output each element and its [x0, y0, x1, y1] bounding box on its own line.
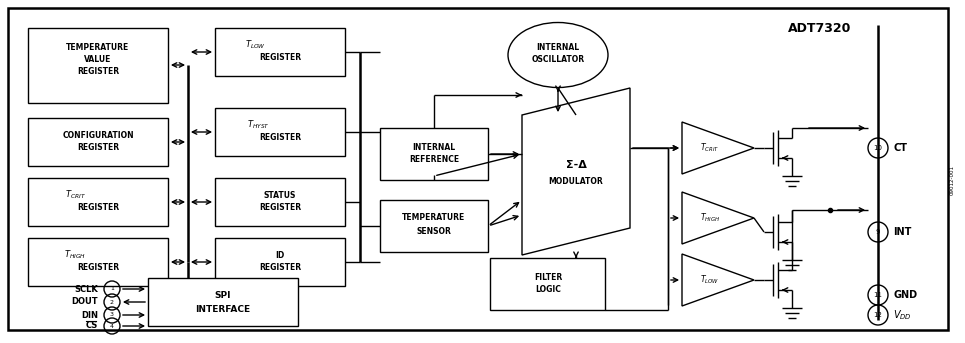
Bar	[215, 28, 345, 76]
Bar	[215, 238, 345, 286]
Text: 12: 12	[873, 312, 882, 318]
Ellipse shape	[508, 23, 608, 87]
Text: REGISTER: REGISTER	[77, 263, 119, 272]
Text: ADT7320: ADT7320	[788, 22, 852, 35]
Text: $V_{DD}$: $V_{DD}$	[893, 308, 912, 322]
Text: REGISTER: REGISTER	[259, 133, 301, 142]
Bar	[380, 200, 488, 252]
Text: $T_{HIGH}$: $T_{HIGH}$	[700, 212, 720, 224]
Bar	[28, 238, 168, 286]
Text: REGISTER: REGISTER	[77, 68, 119, 76]
Text: REGISTER: REGISTER	[259, 263, 301, 272]
Text: TEMPERATURE: TEMPERATURE	[67, 44, 129, 52]
Text: TEMPERATURE: TEMPERATURE	[402, 213, 466, 223]
Text: $T_{CRIT}$: $T_{CRIT}$	[65, 189, 86, 201]
Text: REGISTER: REGISTER	[77, 203, 119, 213]
Bar	[28, 28, 168, 103]
Text: 10: 10	[873, 145, 883, 151]
Text: REGISTER: REGISTER	[259, 54, 301, 62]
Polygon shape	[682, 192, 754, 244]
Text: VALUE: VALUE	[84, 56, 112, 64]
Text: CONFIGURATION: CONFIGURATION	[62, 131, 134, 141]
Text: $T_{HIGH}$: $T_{HIGH}$	[64, 249, 86, 261]
Text: INTERNAL: INTERNAL	[412, 142, 455, 152]
Text: REGISTER: REGISTER	[77, 143, 119, 153]
Text: SPI: SPI	[215, 292, 232, 300]
Bar	[215, 108, 345, 156]
Text: 09012-001: 09012-001	[950, 165, 954, 195]
Text: REFERENCE: REFERENCE	[409, 155, 459, 165]
Text: MODULATOR: MODULATOR	[549, 177, 603, 187]
Polygon shape	[682, 122, 754, 174]
Text: OSCILLATOR: OSCILLATOR	[532, 56, 585, 64]
Bar	[28, 118, 168, 166]
Text: STATUS: STATUS	[263, 190, 296, 200]
Text: $T_{LOW}$: $T_{LOW}$	[244, 39, 265, 51]
Text: 2: 2	[110, 299, 114, 305]
Text: INT: INT	[893, 227, 911, 237]
Text: $T_{LOW}$: $T_{LOW}$	[701, 274, 720, 286]
Bar	[215, 178, 345, 226]
Text: FILTER: FILTER	[534, 272, 563, 282]
Polygon shape	[682, 254, 754, 306]
Polygon shape	[522, 88, 630, 255]
Text: SCLK: SCLK	[74, 284, 98, 294]
Bar	[380, 128, 488, 180]
Text: CT: CT	[893, 143, 907, 153]
Text: ID: ID	[275, 250, 285, 260]
Bar	[28, 178, 168, 226]
Text: 9: 9	[876, 229, 880, 235]
Bar	[490, 258, 605, 310]
Text: REGISTER: REGISTER	[259, 203, 301, 213]
Text: LOGIC: LOGIC	[535, 285, 561, 295]
Text: Σ-Δ: Σ-Δ	[565, 160, 587, 170]
Text: $T_{CRIT}$: $T_{CRIT}$	[701, 142, 720, 154]
Text: DIN: DIN	[81, 310, 98, 319]
Text: GND: GND	[893, 290, 917, 300]
Text: 4: 4	[110, 323, 114, 329]
Text: 1: 1	[110, 286, 114, 292]
Text: $T_{HYST}$: $T_{HYST}$	[247, 119, 269, 131]
Text: DOUT: DOUT	[71, 297, 98, 307]
Text: INTERFACE: INTERFACE	[196, 305, 251, 314]
Text: 11: 11	[873, 292, 883, 298]
Text: INTERNAL: INTERNAL	[537, 43, 580, 51]
Text: SENSOR: SENSOR	[417, 226, 452, 236]
Text: CS: CS	[86, 321, 98, 331]
Text: 3: 3	[110, 312, 114, 318]
Bar	[148, 278, 298, 326]
